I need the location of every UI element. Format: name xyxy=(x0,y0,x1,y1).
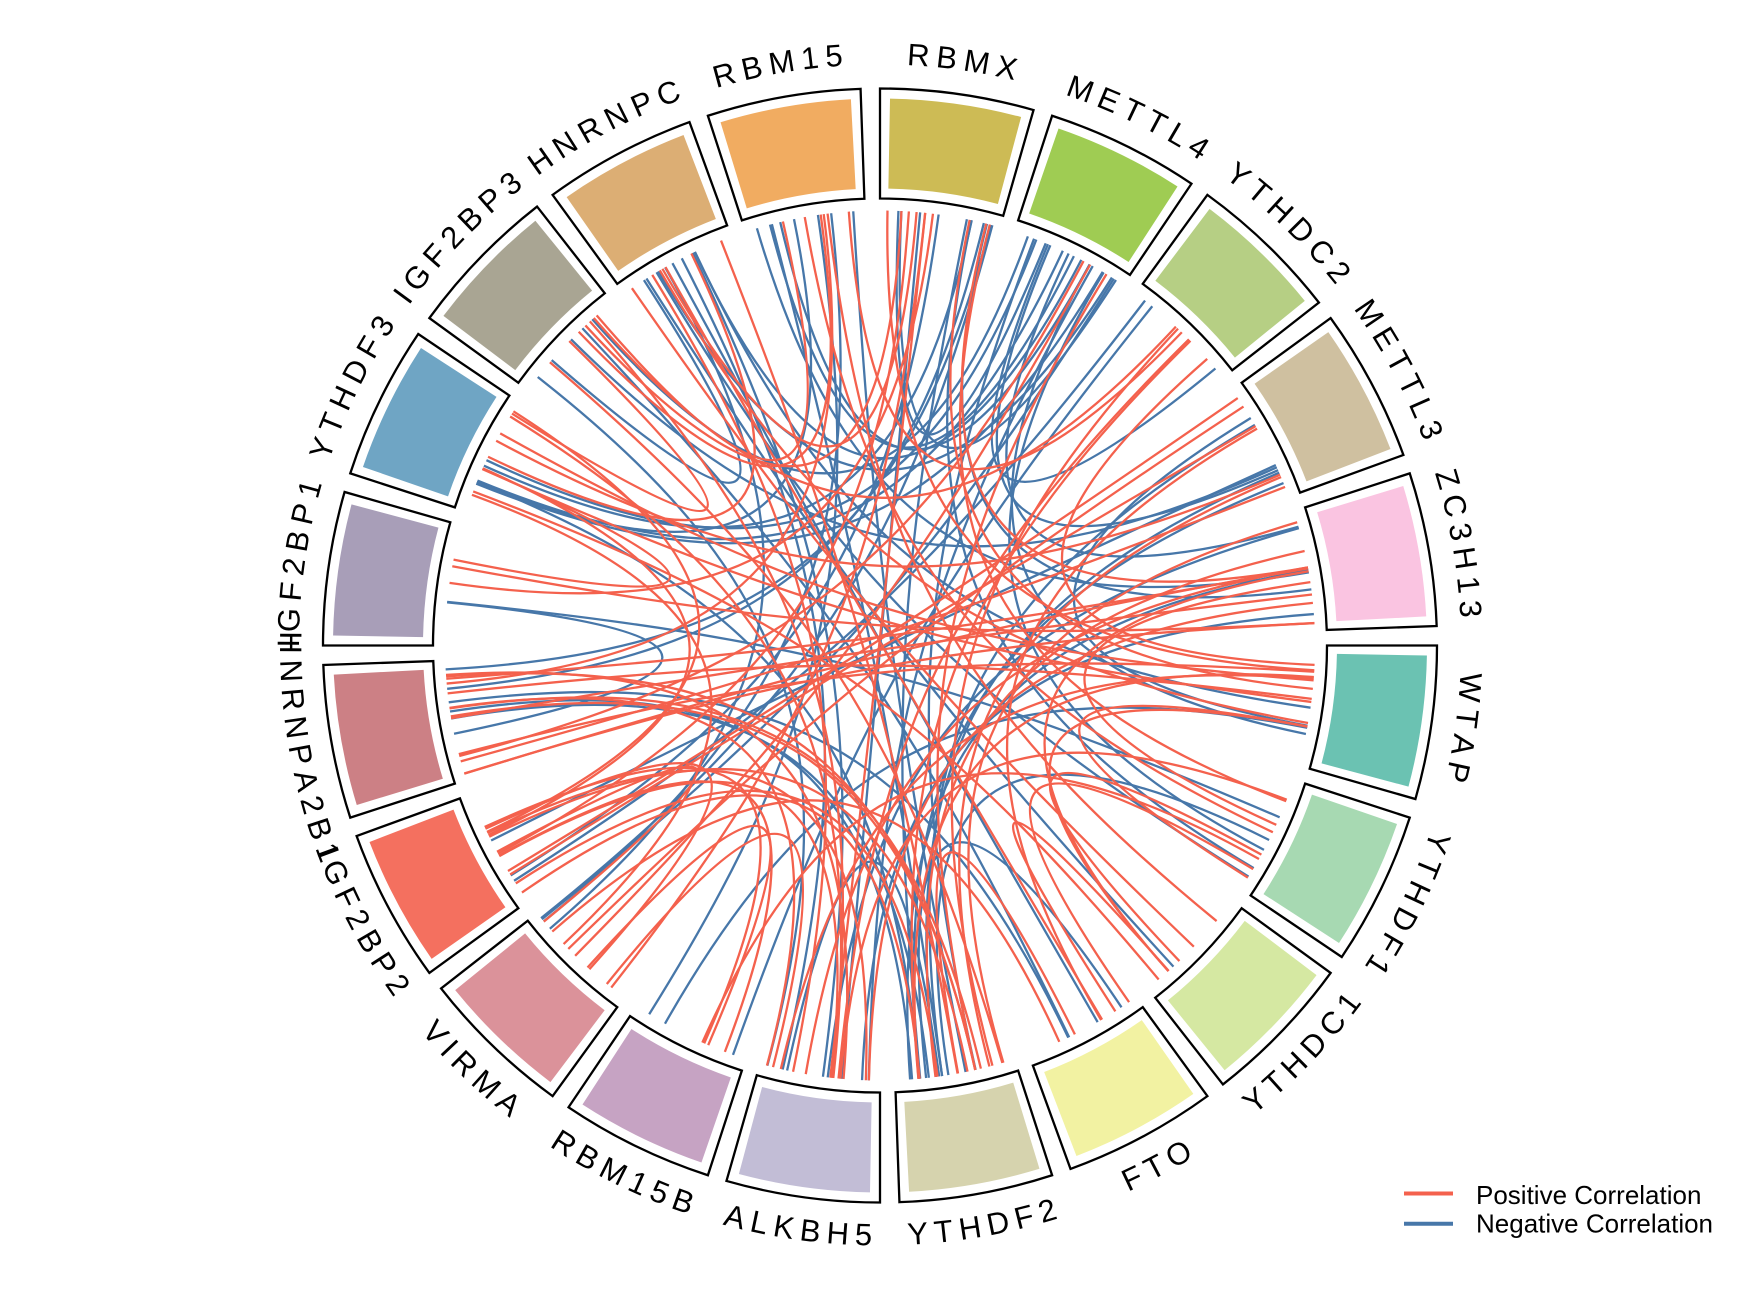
svg-text:T: T xyxy=(932,1213,955,1250)
svg-text:W: W xyxy=(1451,672,1488,704)
svg-text:H: H xyxy=(825,1215,850,1252)
svg-text:N: N xyxy=(273,659,309,683)
svg-text:3: 3 xyxy=(1442,520,1480,544)
svg-text:5: 5 xyxy=(824,38,844,74)
svg-text:Negative Correlation: Negative Correlation xyxy=(1476,1209,1713,1239)
svg-text:R: R xyxy=(275,686,312,711)
svg-text:T: T xyxy=(1448,707,1485,730)
svg-text:F: F xyxy=(273,581,310,603)
svg-text:N: N xyxy=(277,714,315,741)
svg-text:3: 3 xyxy=(1452,599,1488,618)
svg-text:Y: Y xyxy=(906,1216,929,1252)
svg-text:I: I xyxy=(271,639,306,648)
svg-text:H: H xyxy=(956,1209,983,1247)
svg-text:1: 1 xyxy=(1450,574,1487,595)
svg-text:H: H xyxy=(273,631,308,654)
svg-text:B: B xyxy=(935,39,960,76)
svg-text:1: 1 xyxy=(799,40,820,77)
svg-text:H: H xyxy=(1446,544,1484,571)
svg-text:B: B xyxy=(798,1212,823,1249)
svg-text:Positive Correlation: Positive Correlation xyxy=(1476,1180,1701,1210)
svg-text:M: M xyxy=(961,43,992,82)
svg-text:G: G xyxy=(271,607,307,633)
svg-text:5: 5 xyxy=(854,1217,872,1252)
svg-text:2: 2 xyxy=(275,556,312,578)
svg-text:R: R xyxy=(906,37,931,73)
svg-text:M: M xyxy=(766,43,797,82)
